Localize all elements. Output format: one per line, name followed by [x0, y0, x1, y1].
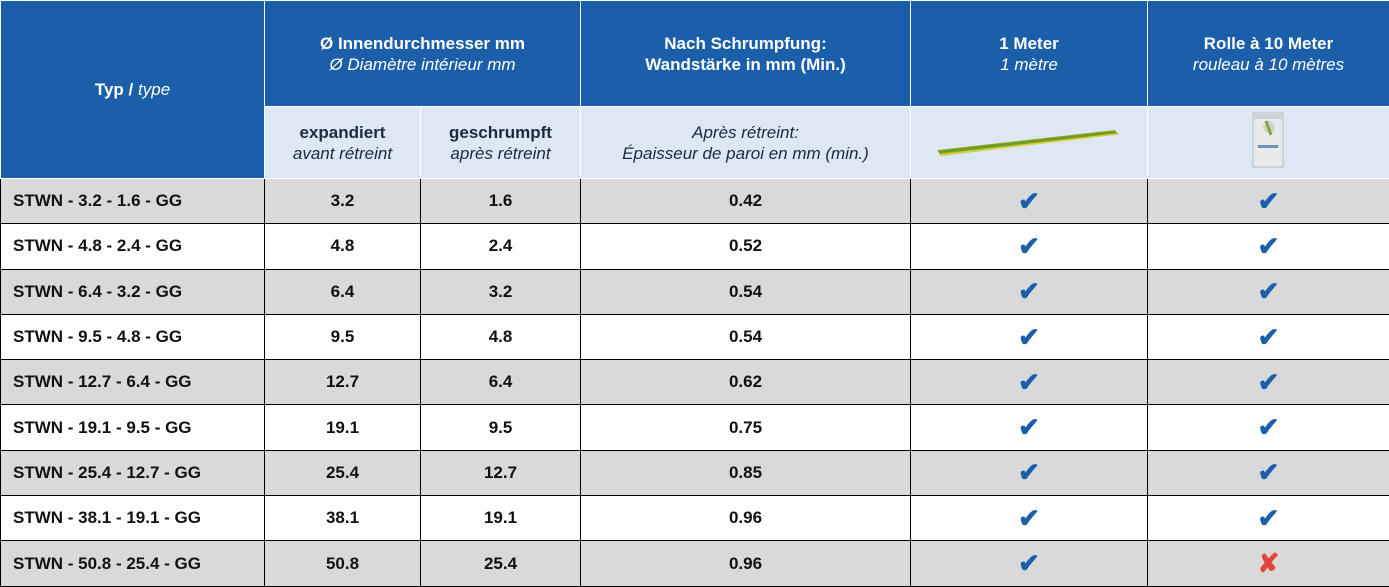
- wall-thickness-cell: 0.75: [581, 405, 911, 450]
- header-de: Nach Schrumpfung:: [582, 33, 909, 54]
- wall-thickness-cell: 0.42: [581, 179, 911, 224]
- header-de: Typ: [95, 80, 124, 99]
- shrunk-cell: 3.2: [421, 269, 581, 314]
- tube-image-cell: [911, 107, 1148, 179]
- header-fr: après rétreint: [422, 143, 579, 164]
- header-de: 1 Meter: [999, 34, 1059, 53]
- expanded-cell: 38.1: [265, 496, 421, 541]
- expanded-cell: 3.2: [265, 179, 421, 224]
- roll-cell: ✔: [1148, 314, 1389, 359]
- shrunk-cell: 25.4: [421, 541, 581, 586]
- header-de: geschrumpft: [449, 123, 552, 142]
- shrunk-cell: 4.8: [421, 314, 581, 359]
- shrunk-cell: 12.7: [421, 450, 581, 495]
- header-de: expandiert: [300, 123, 386, 142]
- meter-cell: ✔: [911, 360, 1148, 405]
- roll-cell: ✔: [1148, 360, 1389, 405]
- expanded-cell: 19.1: [265, 405, 421, 450]
- header-de: Wandstärke in mm (Min.): [582, 54, 909, 75]
- type-cell: STWN - 12.7 - 6.4 - GG: [1, 360, 265, 405]
- type-cell: STWN - 25.4 - 12.7 - GG: [1, 450, 265, 495]
- shrunk-cell: 1.6: [421, 179, 581, 224]
- type-header: Typ / type: [1, 1, 265, 179]
- roll-image-cell: [1148, 107, 1389, 179]
- meter-cell: ✔: [911, 541, 1148, 586]
- roll-cell: ✔: [1148, 179, 1389, 224]
- type-cell: STWN - 6.4 - 3.2 - GG: [1, 269, 265, 314]
- type-cell: STWN - 19.1 - 9.5 - GG: [1, 405, 265, 450]
- header-fr: Ø Diamètre intérieur mm: [266, 54, 579, 75]
- roll-cell: ✔: [1148, 405, 1389, 450]
- shrunk-cell: 6.4: [421, 360, 581, 405]
- meter-cell: ✔: [911, 224, 1148, 269]
- wall-thickness-cell: 0.96: [581, 496, 911, 541]
- type-cell: STWN - 4.8 - 2.4 - GG: [1, 224, 265, 269]
- roll-cell: ✔: [1148, 450, 1389, 495]
- meter-cell: ✔: [911, 496, 1148, 541]
- meter-cell: ✔: [911, 405, 1148, 450]
- wall-header: Nach Schrumpfung:Wandstärke in mm (Min.): [581, 1, 911, 107]
- roll-cell: ✔: [1148, 496, 1389, 541]
- expanded-cell: 12.7: [265, 360, 421, 405]
- expanded-cell: 9.5: [265, 314, 421, 359]
- header-fr: Épaisseur de paroi en mm (min.): [582, 143, 909, 164]
- product-table: Typ / type Ø Innendurchmesser mmØ Diamèt…: [0, 0, 1389, 587]
- meter-cell: ✔: [911, 179, 1148, 224]
- expanded-cell: 50.8: [265, 541, 421, 586]
- meter-cell: ✔: [911, 269, 1148, 314]
- wall-thickness-cell: 0.62: [581, 360, 911, 405]
- header-sep: /: [129, 80, 134, 99]
- expanded-cell: 25.4: [265, 450, 421, 495]
- header-de: Rolle à 10 Meter: [1204, 34, 1333, 53]
- header-fr: Après rétreint:: [582, 122, 909, 143]
- wall-thickness-cell: 0.96: [581, 541, 911, 586]
- header-fr: 1 mètre: [912, 54, 1146, 75]
- expanded-cell: 6.4: [265, 269, 421, 314]
- roll-cell: ✔: [1148, 269, 1389, 314]
- wall-thickness-cell: 0.54: [581, 269, 911, 314]
- wall-thickness-cell: 0.54: [581, 314, 911, 359]
- expanded-cell: 4.8: [265, 224, 421, 269]
- tube-image: [929, 120, 1129, 160]
- meter-cell: ✔: [911, 314, 1148, 359]
- type-cell: STWN - 3.2 - 1.6 - GG: [1, 179, 265, 224]
- shrunk-cell: 2.4: [421, 224, 581, 269]
- wall-thickness-cell: 0.52: [581, 224, 911, 269]
- shrunk-cell: 19.1: [421, 496, 581, 541]
- type-cell: STWN - 50.8 - 25.4 - GG: [1, 541, 265, 586]
- wall-header-fr: Après rétreint:Épaisseur de paroi en mm …: [581, 107, 911, 179]
- shrunk-cell: 9.5: [421, 405, 581, 450]
- wall-thickness-cell: 0.85: [581, 450, 911, 495]
- header-fr: type: [138, 80, 170, 99]
- type-cell: STWN - 38.1 - 19.1 - GG: [1, 496, 265, 541]
- roll-cell: ✔: [1148, 224, 1389, 269]
- roll-image: [1249, 109, 1289, 171]
- type-cell: STWN - 9.5 - 4.8 - GG: [1, 314, 265, 359]
- page: Typ / type Ø Innendurchmesser mmØ Diamèt…: [0, 0, 1389, 586]
- roll-cell: ✘: [1148, 541, 1389, 586]
- header-fr: avant rétreint: [266, 143, 419, 164]
- meter-cell: ✔: [911, 450, 1148, 495]
- header-fr: rouleau à 10 mètres: [1149, 54, 1388, 75]
- header-de: Ø Innendurchmesser mm: [320, 34, 525, 53]
